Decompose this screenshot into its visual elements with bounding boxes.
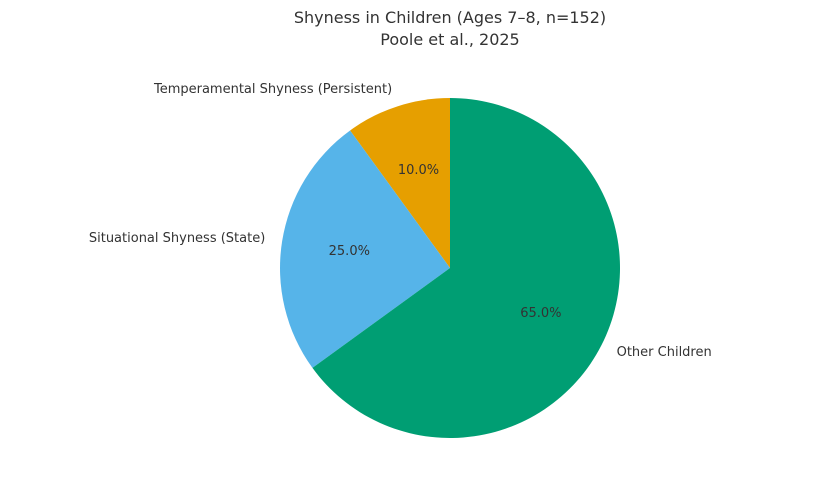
- chart-title-block: Shyness in Children (Ages 7–8, n=152) Po…: [150, 7, 750, 51]
- slice-label-2: Other Children: [616, 344, 712, 360]
- pct-label-0: 10.0%: [397, 163, 440, 178]
- pct-label-1: 25.0%: [328, 244, 370, 259]
- chart-title: Shyness in Children (Ages 7–8, n=152): [293, 8, 607, 27]
- pie-slice-1: [280, 130, 450, 368]
- pie-slice-0: [350, 98, 450, 268]
- chart-subtitle: Poole et al., 2025: [380, 30, 520, 49]
- slice-label-1: Situational Shyness (State): [88, 230, 266, 246]
- slice-label-0: Temperamental Shyness (Persistent): [153, 82, 393, 98]
- pie-slice-2: [312, 97, 621, 439]
- pct-label-2: 65.0%: [520, 306, 562, 322]
